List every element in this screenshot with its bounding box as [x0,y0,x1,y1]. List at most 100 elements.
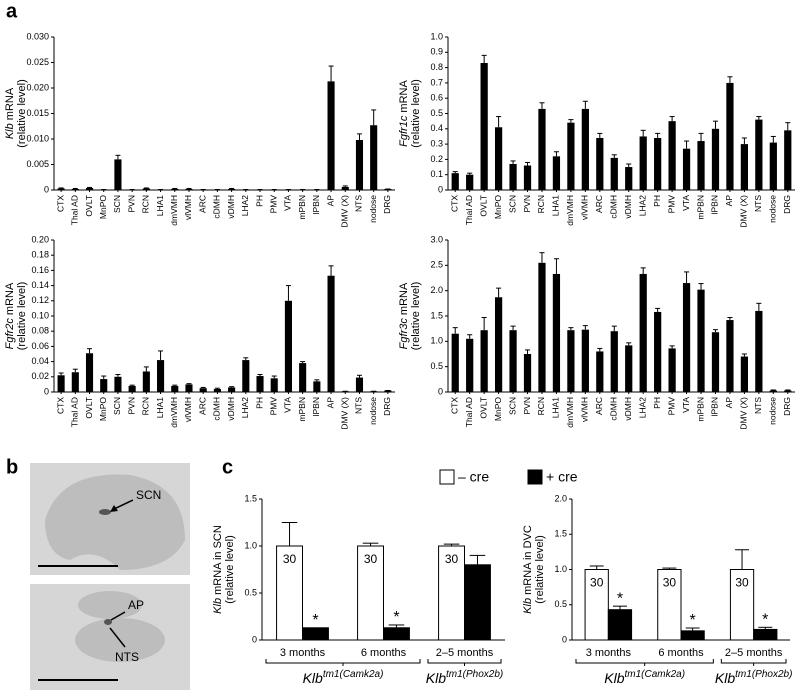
bar [185,384,193,392]
x-tick-label: PVN [126,397,136,414]
error-bar [524,161,531,166]
error-bar [712,120,719,129]
x-tick-label: cDMH [212,397,222,421]
bar [654,137,662,190]
x-tick-label: nodose [768,397,778,425]
bar [755,310,763,392]
x-tick-label: CTX [55,397,65,414]
x-tick-label: PVN [126,195,136,212]
error-bar [626,342,632,346]
y-tick-label: 0.020 [26,82,49,92]
bracket [720,659,787,666]
error-bar [553,151,559,157]
error-bar [115,374,121,377]
x-tick-label: Thal AD [464,195,474,225]
error-bar [611,154,617,158]
bar [114,159,122,190]
bar [480,330,488,392]
image-label: SCN [136,488,161,502]
x-tick-label: PVN [522,195,532,212]
error-bar [87,186,93,188]
y-axis-label-text: mRNA in DVC [522,525,534,595]
bar [142,371,150,392]
x-tick-label: nodose [768,195,778,223]
error-bar [328,265,334,276]
significance-mark: * [690,612,696,629]
error-bar [467,172,473,175]
error-bar [443,543,460,546]
x-tick-label: PMV [268,397,278,416]
bar [523,354,532,392]
error-bar [597,132,603,138]
bar [581,108,589,190]
y-tick-label: 0.6 [430,93,443,103]
bar [171,188,179,190]
n-label: 30 [364,552,378,566]
x-tick-label: NTS [753,195,763,212]
error-bar [342,185,348,187]
tissue [45,474,185,570]
error-bar [712,329,719,333]
error-bar [467,334,473,339]
bar [769,142,777,190]
bar [726,82,734,190]
bar [71,188,79,190]
error-bar [257,374,263,377]
error-bar [186,187,192,189]
y-tick-label: 1.5 [244,493,257,503]
signal [104,619,112,625]
legend-label: + cre [546,469,578,485]
error-bar [735,549,750,570]
bar [711,128,720,190]
error-bar [510,325,516,331]
bar [753,628,778,641]
y-tick-label: 0.02 [31,371,49,381]
x-tick-label: vDMH [623,195,633,219]
significance-mark: * [312,612,318,629]
x-tick-label: DRG [782,195,792,214]
y-tick-label: 1.0 [430,31,443,41]
bar [697,141,705,190]
x-tick-label: PH [652,195,662,207]
x-tick-label: OVLT [478,195,488,217]
bar [596,351,604,392]
bar [270,378,278,392]
error-bar [758,626,773,630]
y-tick-label: 0 [438,386,443,396]
x-tick-label: lPBN [311,397,321,416]
genotype-base: Klb [604,670,624,686]
x-tick-label: mPBN [695,397,705,422]
bar [607,609,633,641]
error-bar [640,129,646,137]
bar [142,188,150,190]
x-tick-label: dmVMH [565,195,575,226]
bar [552,273,561,392]
genotype-base: Klb [426,670,446,686]
bar [639,273,647,392]
x-tick-label: 3 months [280,647,326,659]
error-bar [698,132,704,142]
x-tick-label: AP [724,397,734,409]
gene-name: Fgfr3c [398,318,410,350]
bar [57,188,65,190]
x-tick-label: OVLT [84,397,94,419]
y-axis-label: Klb mRNA [4,87,16,139]
bar [625,345,633,392]
error-bar [172,384,178,386]
image-label: AP [128,598,144,612]
bar [85,187,94,190]
gene-name: Klb [522,598,534,614]
y-tick-label: 0.04 [31,356,49,366]
x-tick-label: lPBN [710,195,720,214]
y-axis-label: Klb mRNA in DVC [522,525,534,614]
x-tick-label: PH [254,195,264,207]
y-tick-label: 0.3 [430,138,443,148]
error-bar [388,624,405,628]
y-tick-label: 0.5 [430,361,443,371]
error-bar [143,187,149,189]
bar [654,311,662,392]
bar [57,375,65,392]
error-bar [553,258,559,274]
y-tick-label: 2.5 [430,260,443,270]
panel-label: c [222,456,233,478]
